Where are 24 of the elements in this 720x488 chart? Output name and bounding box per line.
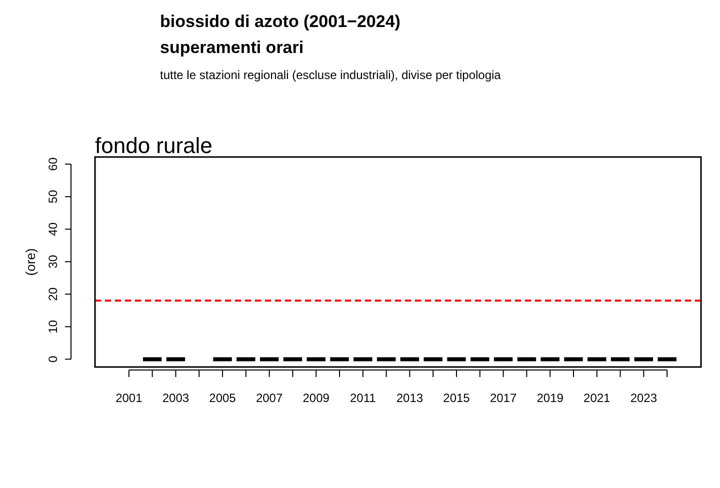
y-tick-label: 20 [46,287,60,301]
chart-subtitle: superamenti orari [160,38,304,57]
y-tick-label: 40 [46,222,60,236]
text: tutte le stazioni regionali (escluse industriali), divise per tipologia [160,68,502,82]
x-tick-label: 2007 [256,391,283,405]
x-tick-label: 2017 [490,391,517,405]
y-axis-title: (ore) [23,248,38,276]
y-tick-label: 0 [46,356,60,363]
x-tick-label: 2011 [350,391,376,405]
x-tick-label: 2023 [630,391,658,405]
annotation: fondo rurale [95,133,212,158]
y-tick-label: 60 [46,157,60,171]
x-tick-label: 2019 [536,391,564,405]
x-tick-label: 2013 [396,391,424,405]
chart-title: biossido di azoto (2001−2024) [160,12,400,31]
x-tick-label: 2003 [162,391,190,405]
x-tick-label: 2009 [302,391,330,405]
y-tick-label: 50 [46,190,60,204]
x-tick-label: 2021 [584,391,611,405]
x-tick-label: 2015 [443,391,470,405]
x-tick-label: 2005 [209,391,236,405]
y-tick-label: 30 [46,254,60,268]
x-tick-label: 2001 [116,391,143,405]
y-tick-label: 10 [46,320,60,334]
